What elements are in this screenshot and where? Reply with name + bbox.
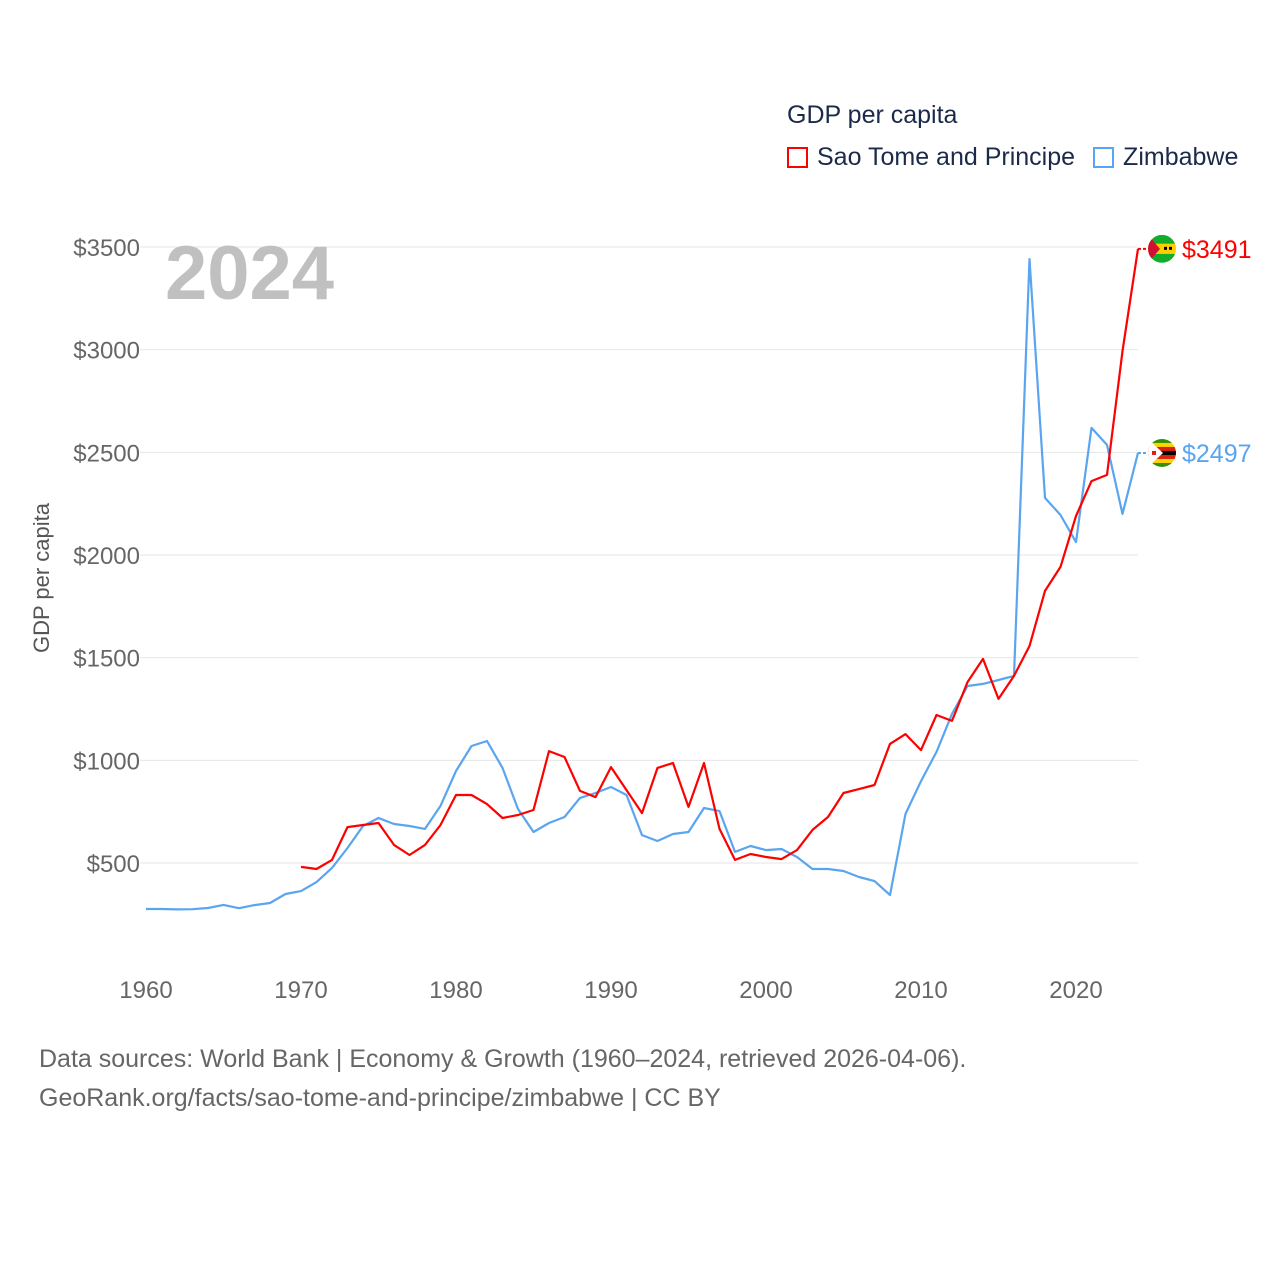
x-tick-label: 2000 <box>739 977 792 1004</box>
x-tick-label: 1990 <box>584 977 637 1004</box>
x-tick-label: 2020 <box>1049 977 1102 1004</box>
legend-title: GDP per capita <box>787 101 958 129</box>
y-tick-label: $500 <box>87 851 140 878</box>
series-line-sao-tome <box>300 248 1140 871</box>
series-line-zimbabwe <box>146 258 1140 911</box>
end-value-label: $3491 <box>1182 236 1252 264</box>
legend-item-zimbabwe[interactable]: Zimbabwe <box>1093 143 1238 172</box>
x-tick-label: 1980 <box>429 977 482 1004</box>
legend-swatch <box>787 147 808 168</box>
footer-sources: Data sources: World Bank | Economy & Gro… <box>39 1045 967 1073</box>
legend-label: Sao Tome and Principe <box>817 143 1076 171</box>
y-axis-label: GDP per capita <box>29 502 54 654</box>
y-tick-label: $3500 <box>73 235 140 262</box>
legend-item-sao-tome[interactable]: Sao Tome and Principe <box>787 143 1075 172</box>
legend-swatch <box>1093 147 1115 168</box>
y-tick-label: $2500 <box>73 440 140 467</box>
y-tick-label: $1500 <box>73 646 140 673</box>
year-watermark: 2024 <box>165 231 335 316</box>
y-tick-label: $2000 <box>73 543 140 570</box>
x-tick-label: 1970 <box>274 977 327 1004</box>
x-tick-label: 2010 <box>894 977 947 1004</box>
footer-url[interactable]: GeoRank.org/facts/sao-tome-and-principe/… <box>39 1084 721 1112</box>
end-value-label: $2497 <box>1182 440 1252 468</box>
sao-tome-flag-icon <box>1148 234 1176 263</box>
legend: Sao Tome and Principe Zimbabwe <box>787 143 1256 172</box>
legend-label: Zimbabwe <box>1123 143 1239 171</box>
zimbabwe-flag-icon <box>1148 438 1176 467</box>
x-tick-label: 1960 <box>119 977 172 1004</box>
y-tick-label: $3000 <box>73 338 140 365</box>
y-tick-label: $1000 <box>73 748 140 775</box>
